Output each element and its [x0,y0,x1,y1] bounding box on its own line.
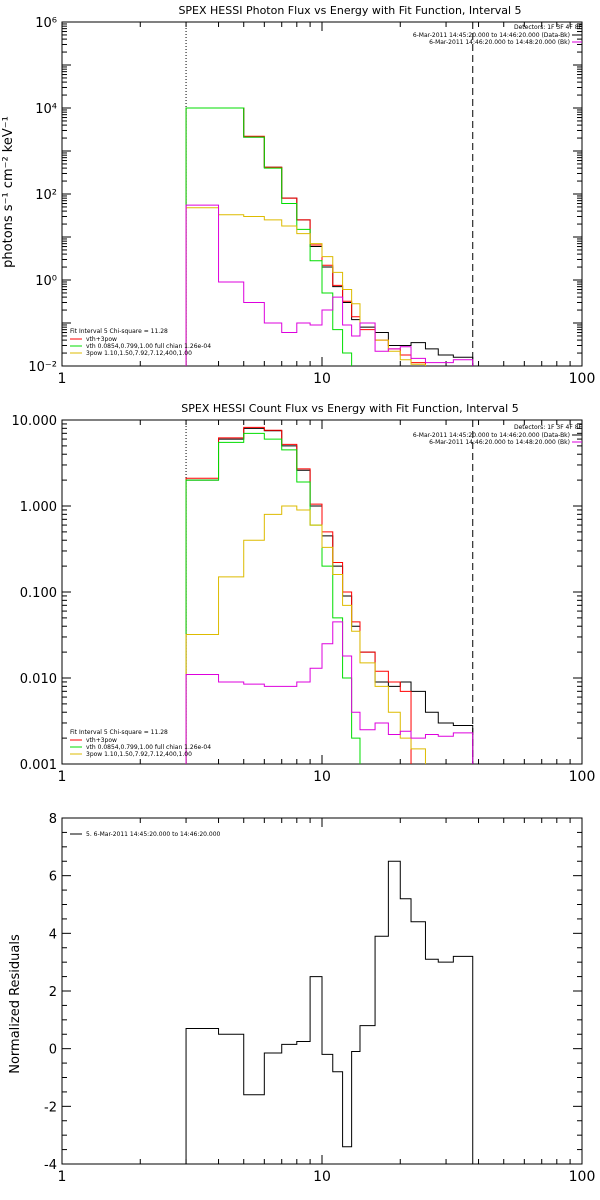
count-flux-fit-label-total: vth+3pow [86,737,117,744]
photon-flux-fit-label-3pow: 3pow 1.10,1.50,7.92,7.12,400,1.00 [86,350,192,357]
residuals-y-tick-label: -4 [44,1158,57,1173]
count-flux-x-tick-label: 1 [58,769,67,785]
photon-flux-legend-bk-label: 6-Mar-2011 14:46:20.000 to 14:48:20.000 … [429,39,570,46]
photon-flux-series-3pow [185,207,426,366]
photon-flux-x-tick-label: 1 [58,371,67,387]
count-flux-x-tick-label: 10 [313,769,331,785]
count-flux-series-vth-3pow [185,426,412,764]
residuals-x-tick-label: 10 [313,1169,331,1185]
count-flux-series-vth [185,432,361,764]
count-flux-legend-topright: Detectors: 1F 3F 4F 8F 6-Mar-2011 14:45:… [413,424,583,446]
residuals-y-tick-label: 4 [49,927,57,942]
count-flux-legend-bottomleft: Fit Interval 5 Chi-square = 11.28 vth+3p… [70,729,211,758]
residuals-x-tick-label: 100 [569,1169,596,1185]
count-flux-legend-bk-label: 6-Mar-2011 14:46:20.000 to 14:48:20.000 … [429,439,570,446]
residuals-series-residuals [185,860,474,1164]
residuals-legend-label: 5. 6-Mar-2011 14:45:20.000 to 14:46:20.0… [86,831,221,838]
residuals-y-tick-label: 0 [49,1043,57,1058]
count-flux-series-bk [185,621,474,764]
count-flux-y-tick-label: 0.100 [20,586,57,601]
residuals-plot-area: 1 10 100 -4 -2 0 2 4 6 8 [44,812,595,1185]
photon-flux-y-tick-label: 10⁶ [35,16,57,31]
photon-flux-y-tick-label: 10⁴ [35,102,57,117]
residuals-legend: 5. 6-Mar-2011 14:45:20.000 to 14:46:20.0… [70,831,221,838]
residuals-y-tick-label: 6 [49,870,57,885]
photon-flux-panel: SPEX HESSI Photon Flux vs Energy with Fi… [1,4,595,387]
count-flux-title: SPEX HESSI Count Flux vs Energy with Fit… [181,402,518,415]
count-flux-fit-heading: Fit Interval 5 Chi-square = 11.28 [70,729,168,736]
photon-flux-fit-label-total: vth+3pow [86,336,117,343]
residuals-panel: 1 10 100 -4 -2 0 2 4 6 8 Normalized Residuals 5. … [8,812,595,1185]
photon-flux-title: SPEX HESSI Photon Flux vs Energy with Fi… [178,4,521,17]
photon-flux-legend-heading: Detectors: 1F 3F 4F 8F [514,24,583,31]
count-flux-legend-heading: Detectors: 1F 3F 4F 8F [514,424,583,431]
count-flux-plot-area: 1 10 100 0.001 0.010 0.100 1.000 10.000 [12,414,596,785]
count-flux-series-3pow [185,505,426,764]
residuals-y-tick-label: -2 [44,1100,57,1115]
count-flux-y-tick-label: 10.000 [12,414,58,429]
photon-flux-legend-topright: Detectors: 1F 3F 4F 8F 6-Mar-2011 14:45:… [413,24,583,46]
residuals-y-tick-label: 8 [49,812,57,827]
photon-flux-y-axis-label: photons s⁻¹ cm⁻² keV⁻¹ [1,116,16,268]
count-flux-x-tick-label: 100 [569,769,596,785]
photon-flux-x-tick-label: 10 [313,371,331,387]
photon-flux-x-tick-label: 100 [569,371,596,387]
photon-flux-fit-label-vth: vth 0.0854,0.799,1.00 full chian 1.26e-0… [86,343,211,350]
count-flux-fit-label-vth: vth 0.0854,0.799,1.00 full chian 1.26e-0… [86,744,211,751]
photon-flux-legend-bottomleft: Fit Interval 5 Chi-square = 11.28 vth+3p… [70,328,211,357]
residuals-y-tick-label: 2 [49,985,57,1000]
residuals-y-axis-label: Normalized Residuals [8,934,23,1074]
photon-flux-y-tick-label: 10⁻² [28,360,57,375]
photon-flux-legend-data-label: 6-Mar-2011 14:45:20.000 to 14:46:20.000 … [413,32,570,39]
photon-flux-fit-heading: Fit Interval 5 Chi-square = 11.28 [70,328,168,335]
photon-flux-y-tick-label: 10⁰ [35,274,57,289]
count-flux-y-tick-label: 0.001 [20,758,57,773]
photon-flux-y-tick-label: 10² [35,188,57,203]
count-flux-y-tick-label: 0.010 [20,672,57,687]
count-flux-fit-label-3pow: 3pow 1.10,1.50,7.92,7.12,400,1.00 [86,751,192,758]
count-flux-panel: SPEX HESSI Count Flux vs Energy with Fit… [12,402,596,785]
count-flux-legend-data-label: 6-Mar-2011 14:45:20.000 to 14:46:20.000 … [413,432,570,439]
residuals-x-tick-label: 1 [58,1169,67,1185]
photon-flux-series-bk [185,204,474,366]
count-flux-y-tick-label: 1.000 [20,500,57,515]
